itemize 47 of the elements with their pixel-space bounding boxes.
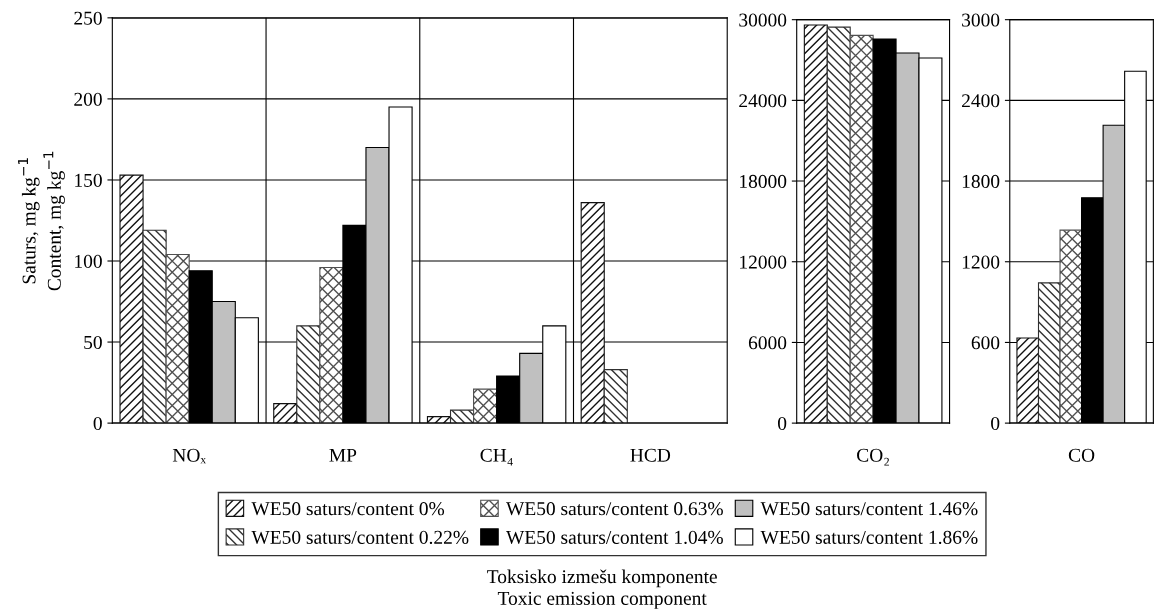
y-tick-label: 200 <box>74 92 102 106</box>
bar <box>826 26 851 424</box>
bar <box>1037 282 1061 424</box>
y-tick-label: 24000 <box>739 94 787 108</box>
x-tick-label: CO₂ <box>857 448 889 466</box>
bar <box>1059 229 1083 424</box>
y-tick-label: 600 <box>971 336 1000 350</box>
y-tick-label: 100 <box>75 254 102 268</box>
legend-label: WE50 saturs/content 0.63% <box>506 502 723 516</box>
y-tick-label: 0 <box>778 416 787 431</box>
x-tick-label: MP <box>329 448 357 462</box>
y-tick-label: 1800 <box>962 174 1000 188</box>
y-tick-label: 30000 <box>739 13 787 27</box>
legend-label: WE50 saturs/content 1.46% <box>760 502 978 516</box>
legend-label: WE50 saturs/content 0.22% <box>251 530 469 544</box>
y-tick-label: 6000 <box>748 336 787 350</box>
text: Saturs, mg kg$^{−1}$ Content, mg kg$^{−1}$ <box>18 151 65 291</box>
bar <box>473 388 498 424</box>
bar <box>1016 337 1040 424</box>
bar <box>296 325 321 424</box>
y-tick-label: 0 <box>93 416 102 431</box>
y-tick-label: 50 <box>84 335 102 349</box>
x-tick-label: HCD <box>630 448 671 462</box>
y-tick-label: 18000 <box>740 174 787 188</box>
legend-label: WE50 saturs/content 0% <box>251 502 445 516</box>
y-tick-label: 250 <box>74 11 102 25</box>
bar <box>119 174 144 424</box>
y-tick-label: 12000 <box>740 255 787 269</box>
y-tick-label: 2400 <box>962 94 1000 108</box>
x-axis-title: Toksisko izmešu komponente Toxic emission component <box>487 569 717 609</box>
x-tick-label: CH₄ <box>480 448 513 466</box>
y-tick-label: 3000 <box>962 13 1000 27</box>
bar <box>849 34 874 424</box>
bar <box>580 202 605 424</box>
x-tick-label: NOₓ <box>172 448 207 464</box>
bar <box>803 24 828 424</box>
bar <box>273 403 298 424</box>
y-tick-label: 1200 <box>962 255 1000 269</box>
legend-label: WE50 saturs/content 1.86% <box>760 530 978 544</box>
bar <box>319 266 344 424</box>
y-tick-label: 0 <box>991 416 1000 431</box>
bar <box>142 229 167 424</box>
y-tick-label: 150 <box>75 173 102 187</box>
legend-label: WE50 saturs/content 1.04% <box>506 530 723 544</box>
bar <box>603 369 628 424</box>
bar <box>165 253 190 424</box>
x-tick-label: CO <box>1068 448 1095 462</box>
